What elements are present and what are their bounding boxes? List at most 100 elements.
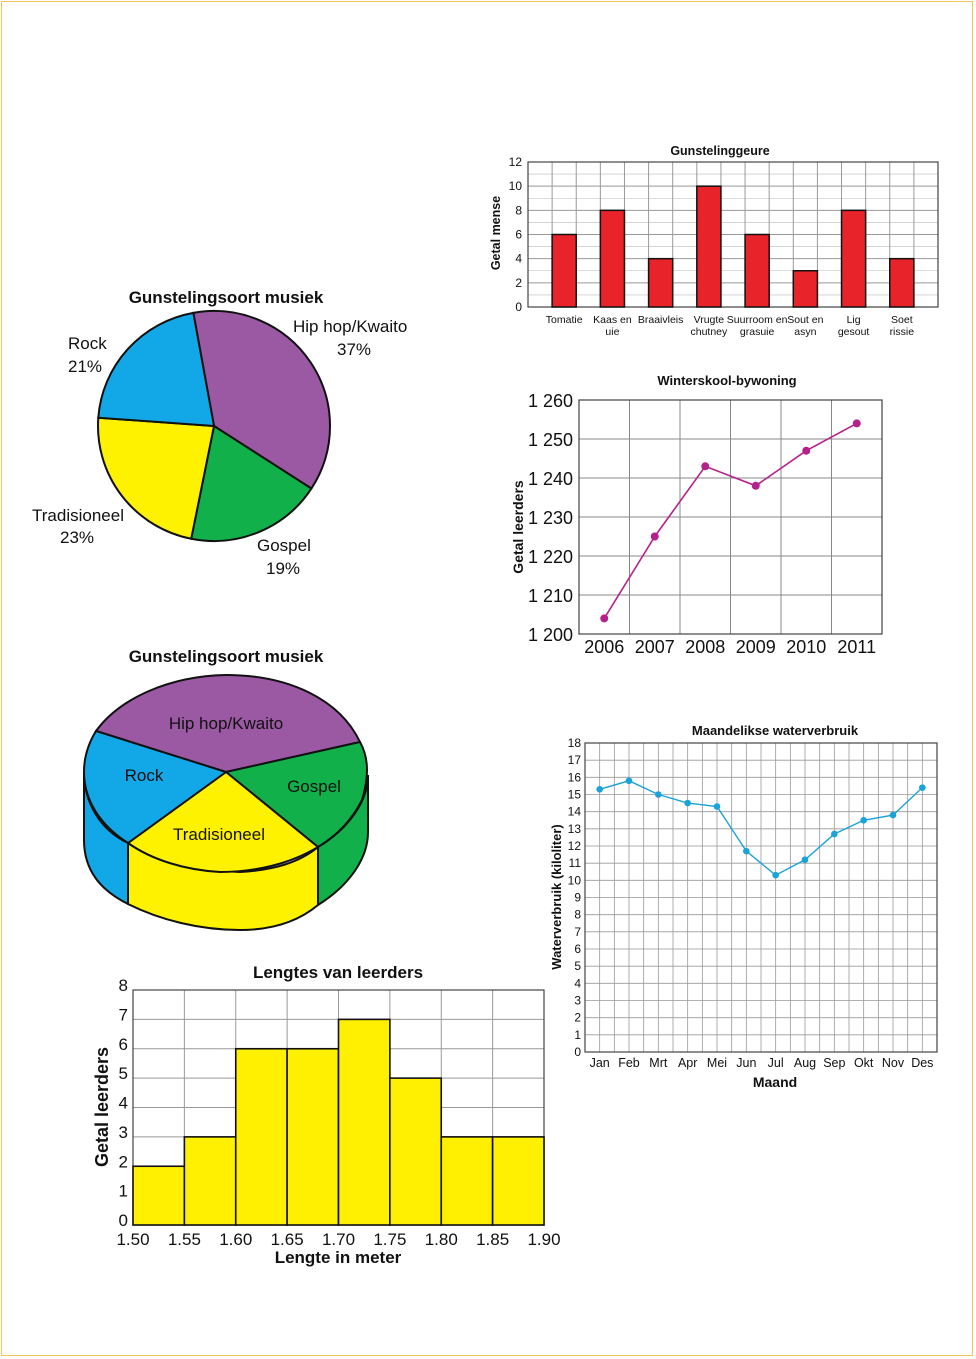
pie-label-tradisioneel-name: Tradisioneel xyxy=(32,506,124,525)
hist-bar-4 xyxy=(337,1018,391,1226)
hist-ytick-label: 1 xyxy=(119,1182,128,1201)
line1-ytick-label: 1 210 xyxy=(528,586,573,606)
line2-xtick-label: Des xyxy=(911,1056,933,1070)
line1-chart-series xyxy=(600,419,861,623)
line2-point-Sep xyxy=(831,830,838,838)
hist-bar-0 xyxy=(132,1165,186,1226)
histogram-lengtes: Lengtes van leerders Getal leerders Leng… xyxy=(92,963,561,1267)
bar-xtick-label: Braaivleis xyxy=(638,314,684,326)
bar-chart-bars xyxy=(551,185,915,308)
line1-ytick-label: 1 230 xyxy=(528,508,573,528)
bar-6 xyxy=(840,209,867,308)
bar-xtick-label: Vrugte xyxy=(694,314,725,326)
line1-point-2007 xyxy=(650,532,659,541)
pie-slices xyxy=(97,310,331,542)
pie-chart: Gunstelingsoort musiek Rock 21% Hip hop/… xyxy=(32,288,407,578)
pie-label-hiphop-pct: 37% xyxy=(337,340,371,359)
bar-xtick-label: Soet xyxy=(891,314,913,326)
line2-ytick-label: 11 xyxy=(569,856,582,870)
pie3d-top-hiphop xyxy=(94,673,362,774)
line2-xtick-label: Apr xyxy=(678,1056,697,1070)
line1-ytick-label: 1 250 xyxy=(528,430,573,450)
line2-point-Jun xyxy=(743,847,750,855)
line2-ytick-label: 12 xyxy=(568,839,582,853)
line2-xtick-label: Nov xyxy=(882,1056,905,1070)
hist-xtick-label: 1.60 xyxy=(219,1230,252,1249)
bar-chart-title: Gunstelinggeure xyxy=(670,144,769,158)
pie3d-label-hiphop: Hip hop/Kwaito xyxy=(169,714,283,733)
hist-xtick-label: 1.65 xyxy=(271,1230,304,1249)
hist-xtick-label: 1.90 xyxy=(527,1230,560,1249)
bar-xtick-label: Lig xyxy=(847,314,861,326)
hist-xtick-label: 1.55 xyxy=(168,1230,201,1249)
hist-xtick-label: 1.85 xyxy=(476,1230,509,1249)
line1-ytick-label: 1 240 xyxy=(528,469,573,489)
line2-series-line xyxy=(599,780,923,877)
hist-chart-ylabel: Getal leerders xyxy=(92,1047,112,1167)
pie-label-hiphop-name: Hip hop/Kwaito xyxy=(293,317,407,336)
line2-ytick-label: 15 xyxy=(568,788,582,802)
hist-bar-6 xyxy=(440,1136,494,1226)
bar-xtick-label: Suurroom en xyxy=(727,314,788,326)
line1-point-2008 xyxy=(701,462,710,471)
hist-ytick-label: 0 xyxy=(119,1211,128,1230)
line1-chart-title: Winterskool-bywoning xyxy=(657,373,796,388)
hist-bar-1 xyxy=(183,1136,237,1226)
line2-chart-title: Maandelikse waterverbruik xyxy=(692,723,859,738)
bar-ytick-label: 0 xyxy=(515,300,522,314)
line2-ytick-label: 5 xyxy=(574,959,581,973)
pie3d-label-gospel: Gospel xyxy=(287,777,341,796)
pie3d-chart: Gunstelingsoort musiek Hip hop/Kwaito Ro… xyxy=(82,647,369,932)
hist-xtick-label: 1.75 xyxy=(373,1230,406,1249)
pie3d-top-gospel xyxy=(223,740,368,849)
hist-bar-5 xyxy=(389,1077,443,1226)
line2-ytick-label: 16 xyxy=(568,770,582,784)
line2-xtick-label: Mrt xyxy=(649,1056,668,1070)
line2-xtick-label: Mei xyxy=(707,1056,727,1070)
line2-ytick-label: 14 xyxy=(568,805,582,819)
bar-plot-frame xyxy=(527,161,939,308)
line2-xtick-label: Sep xyxy=(823,1056,845,1070)
line-chart-winterskool: Winterskool-bywoning Getal leerders 1 20… xyxy=(510,373,883,657)
line1-series-line xyxy=(603,422,858,619)
line2-ytick-label: 8 xyxy=(574,908,581,922)
bar-xtick-label: rissie xyxy=(890,326,915,338)
line2-point-Feb xyxy=(625,777,633,785)
hist-chart-yticks: 0 1 2 3 4 5 6 7 8 xyxy=(119,976,128,1230)
pie-label-rock-name: Rock xyxy=(68,334,107,353)
line2-chart-xlabel: Maand xyxy=(753,1074,797,1090)
line2-point-Aug xyxy=(801,856,809,864)
line2-ytick-label: 4 xyxy=(574,976,581,990)
line2-point-Jan xyxy=(596,786,603,793)
hist-xtick-label: 1.70 xyxy=(322,1230,355,1249)
hist-ytick-label: 8 xyxy=(119,976,128,995)
pie-label-tradisioneel-pct: 23% xyxy=(60,528,94,547)
line2-ytick-label: 18 xyxy=(568,736,582,750)
bar-ytick-label: 6 xyxy=(515,228,522,242)
hist-xtick-label: 1.50 xyxy=(116,1230,149,1249)
line2-chart-grid xyxy=(584,742,938,1053)
line2-chart-series xyxy=(596,777,926,879)
bar-1 xyxy=(599,209,626,308)
hist-ytick-label: 4 xyxy=(119,1094,128,1113)
hist-chart-title: Lengtes van leerders xyxy=(253,963,423,982)
bar-xtick-label: grasuie xyxy=(740,326,775,338)
line2-point-Jul xyxy=(772,871,779,879)
pie3d-slices xyxy=(82,673,369,932)
line2-xtick-label: Jan xyxy=(590,1056,610,1070)
hist-ytick-label: 3 xyxy=(119,1123,128,1142)
line2-xtick-label: Okt xyxy=(854,1056,874,1070)
bar-3 xyxy=(696,185,722,308)
line2-point-Mei xyxy=(713,803,721,810)
pie-slice-rock xyxy=(97,311,216,428)
line1-point-2009 xyxy=(751,481,760,490)
line1-chart-grid xyxy=(578,399,883,635)
line1-chart-ylabel: Getal leerders xyxy=(510,480,526,574)
line1-ytick-label: 1 220 xyxy=(528,547,573,567)
line-chart-waterverbruik: Maandelikse waterverbruik Waterverbruik … xyxy=(549,723,938,1090)
line2-point-Apr xyxy=(684,799,691,807)
